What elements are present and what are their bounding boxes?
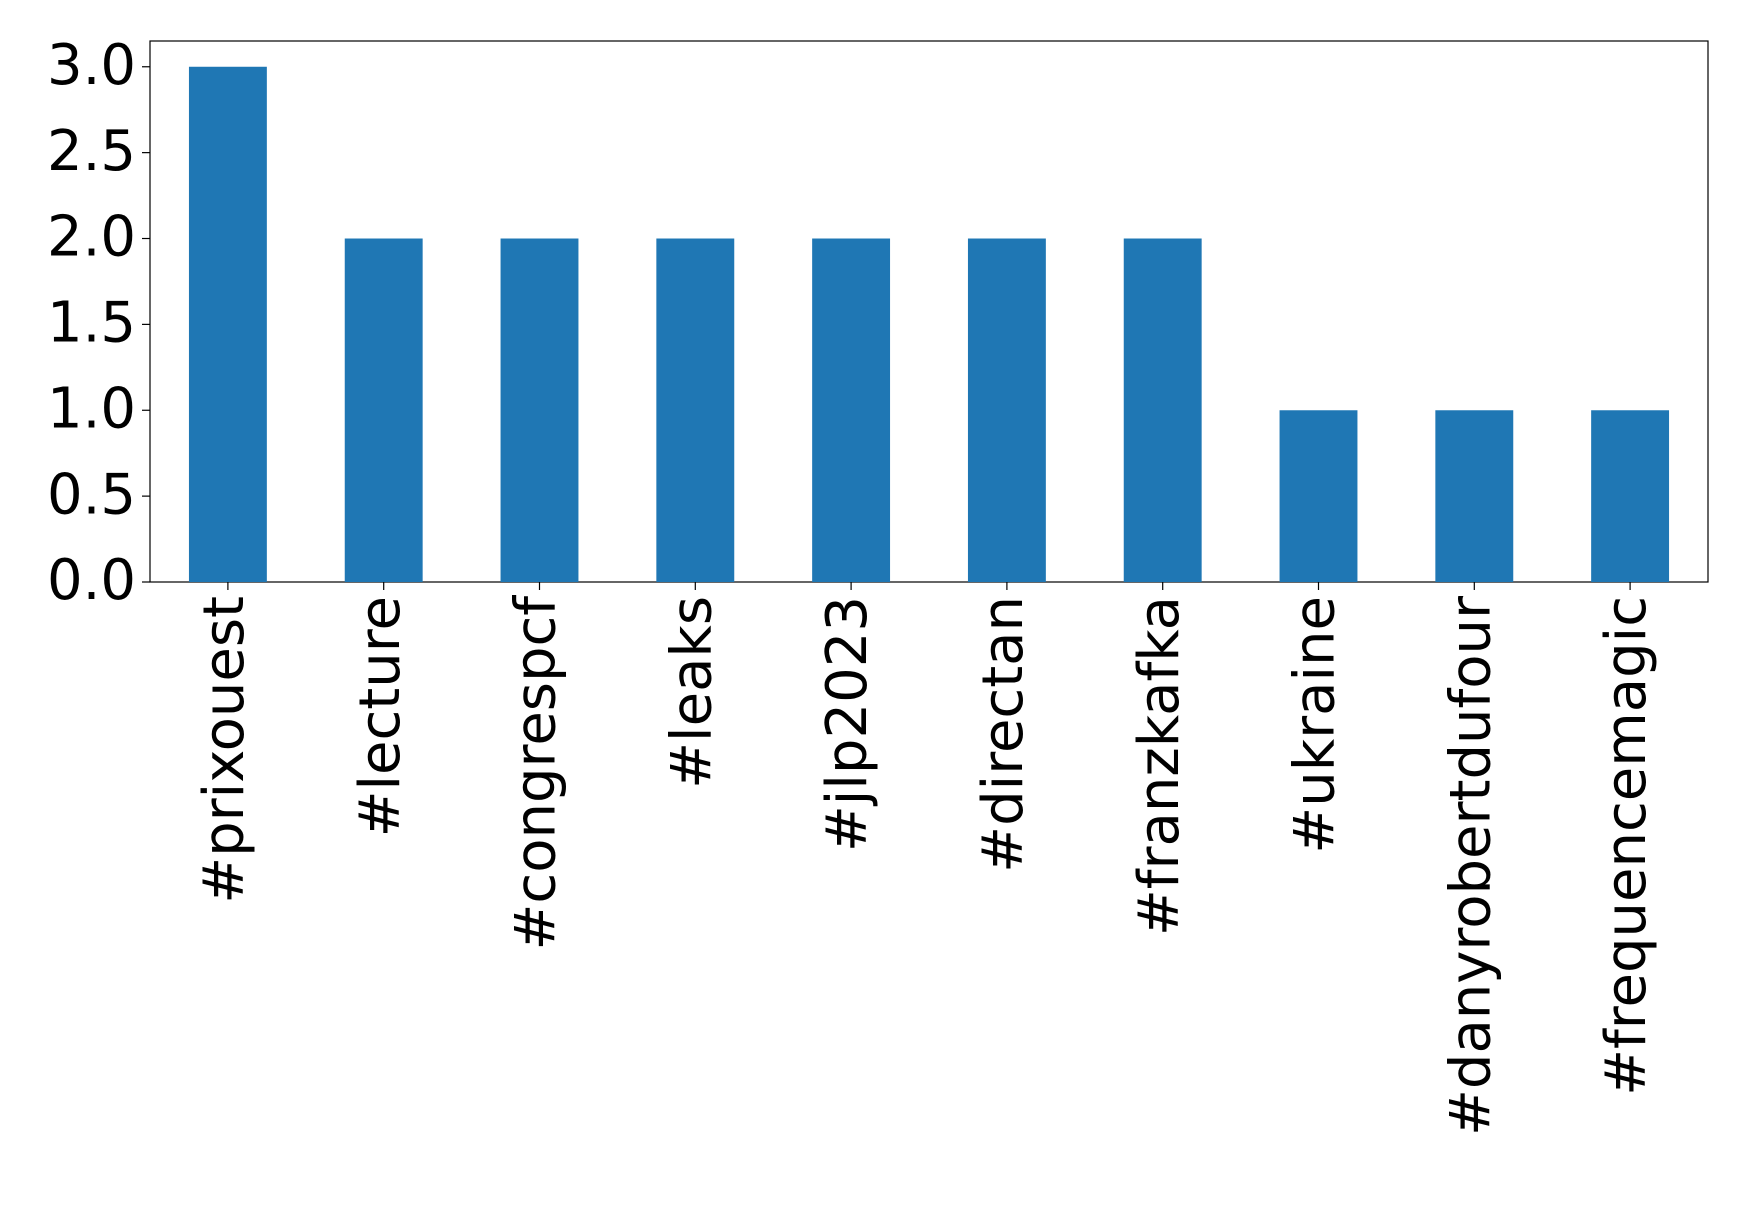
x-tick-label: #ukraine: [1283, 596, 1348, 854]
bar: [344, 238, 423, 582]
y-tick-label: 0.5: [47, 462, 136, 527]
bar: [500, 238, 579, 582]
y-tick-label: 3.0: [47, 33, 136, 98]
bar: [656, 238, 735, 582]
y-tick-label: 2.5: [47, 119, 136, 184]
y-tick-label: 0.0: [47, 548, 136, 613]
bar: [967, 238, 1046, 582]
x-tick-label: #frequencemagic: [1594, 596, 1659, 1096]
bar: [1123, 238, 1202, 582]
x-tick-label: #franzkafka: [1127, 596, 1192, 936]
bar: [188, 66, 267, 582]
bar: [812, 238, 891, 582]
bar: [1591, 410, 1670, 582]
bar: [1279, 410, 1358, 582]
x-tick-label: #directan: [971, 596, 1036, 873]
x-tick-label: #congrespcf: [504, 595, 569, 951]
bar: [1435, 410, 1514, 582]
x-tick-label: #danyrobertdufour: [1438, 595, 1503, 1136]
x-tick-label: #lecture: [348, 596, 413, 837]
y-tick-label: 2.0: [47, 205, 136, 270]
y-tick-label: 1.5: [47, 291, 136, 356]
y-tick-label: 1.0: [47, 376, 136, 441]
x-tick-label: #prixouest: [192, 596, 257, 904]
plot-frame: [149, 40, 1709, 583]
x-tick-label: #jlp2023: [815, 596, 880, 852]
x-tick-label: #leaks: [659, 596, 724, 789]
